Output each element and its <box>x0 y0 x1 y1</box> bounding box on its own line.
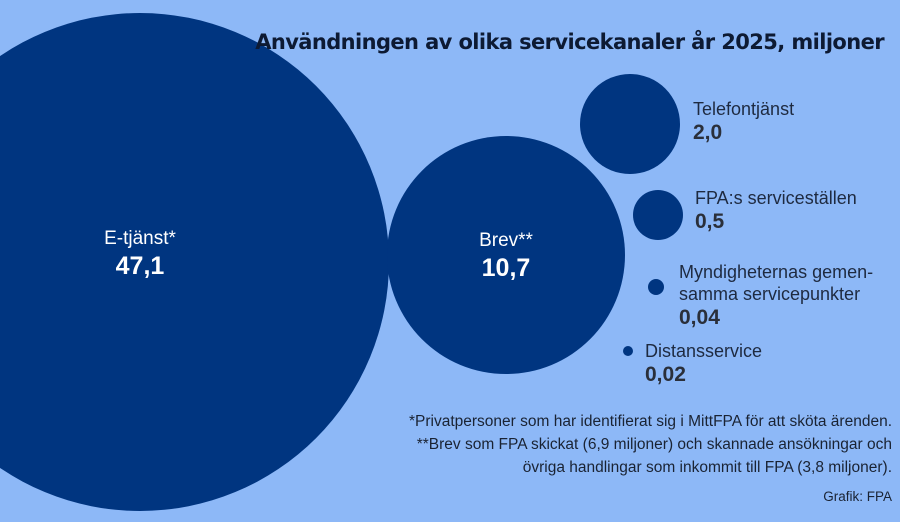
label-distansservice-value: 0,02 <box>645 363 686 386</box>
label-fpas-servicestallen-value: 0,5 <box>695 210 725 233</box>
bubble-brev <box>387 136 625 374</box>
bubble-fpas-servicestallen <box>633 190 683 240</box>
label-distansservice-name: Distansservice <box>645 341 763 361</box>
source-credit: Grafik: FPA <box>823 489 892 504</box>
label-myndigheternas-name-line2: samma servicepunkter <box>679 284 861 304</box>
label-e-tjanst-name: E-tjänst* <box>104 228 176 249</box>
bubble-telefontjanst <box>580 74 680 174</box>
label-e-tjanst-value: 47,1 <box>115 252 165 280</box>
footnote-2: **Brev som FPA skickat (6,9 miljoner) oc… <box>416 436 892 453</box>
chart-title: Användningen av olika servicekanaler år … <box>255 30 884 54</box>
label-distansservice: Distansservice 0,02 <box>645 340 762 388</box>
label-telefontjanst: Telefontjänst 2,0 <box>693 98 794 146</box>
footnotes: *Privatpersoner som har identifierat sig… <box>409 410 892 479</box>
label-telefontjanst-value: 2,0 <box>693 121 723 144</box>
label-telefontjanst-name: Telefontjänst <box>693 99 795 119</box>
label-myndigheternas-servicepunkter: Myndigheternas gemen- samma servicepunkt… <box>679 261 873 331</box>
bubble-distansservice <box>623 346 633 356</box>
label-fpas-servicestallen-name: FPA:s serviceställen <box>695 188 857 208</box>
footnote-1: *Privatpersoner som har identifierat sig… <box>408 413 892 430</box>
label-brev: Brev** 10,7 <box>406 230 606 284</box>
bubble-myndigheternas-servicepunkter <box>648 279 664 295</box>
label-e-tjanst: E-tjänst* 47,1 <box>40 228 240 282</box>
footnote-3: övriga handlingar som inkommit till FPA … <box>522 459 892 476</box>
label-brev-value: 10,7 <box>481 254 531 282</box>
label-brev-name: Brev** <box>479 230 533 251</box>
label-myndigheternas-name-line1: Myndigheternas gemen- <box>679 262 874 282</box>
bubble-e-tjanst <box>0 13 389 511</box>
label-myndigheternas-value: 0,04 <box>679 306 720 329</box>
label-fpas-servicestallen: FPA:s serviceställen 0,5 <box>695 187 857 235</box>
